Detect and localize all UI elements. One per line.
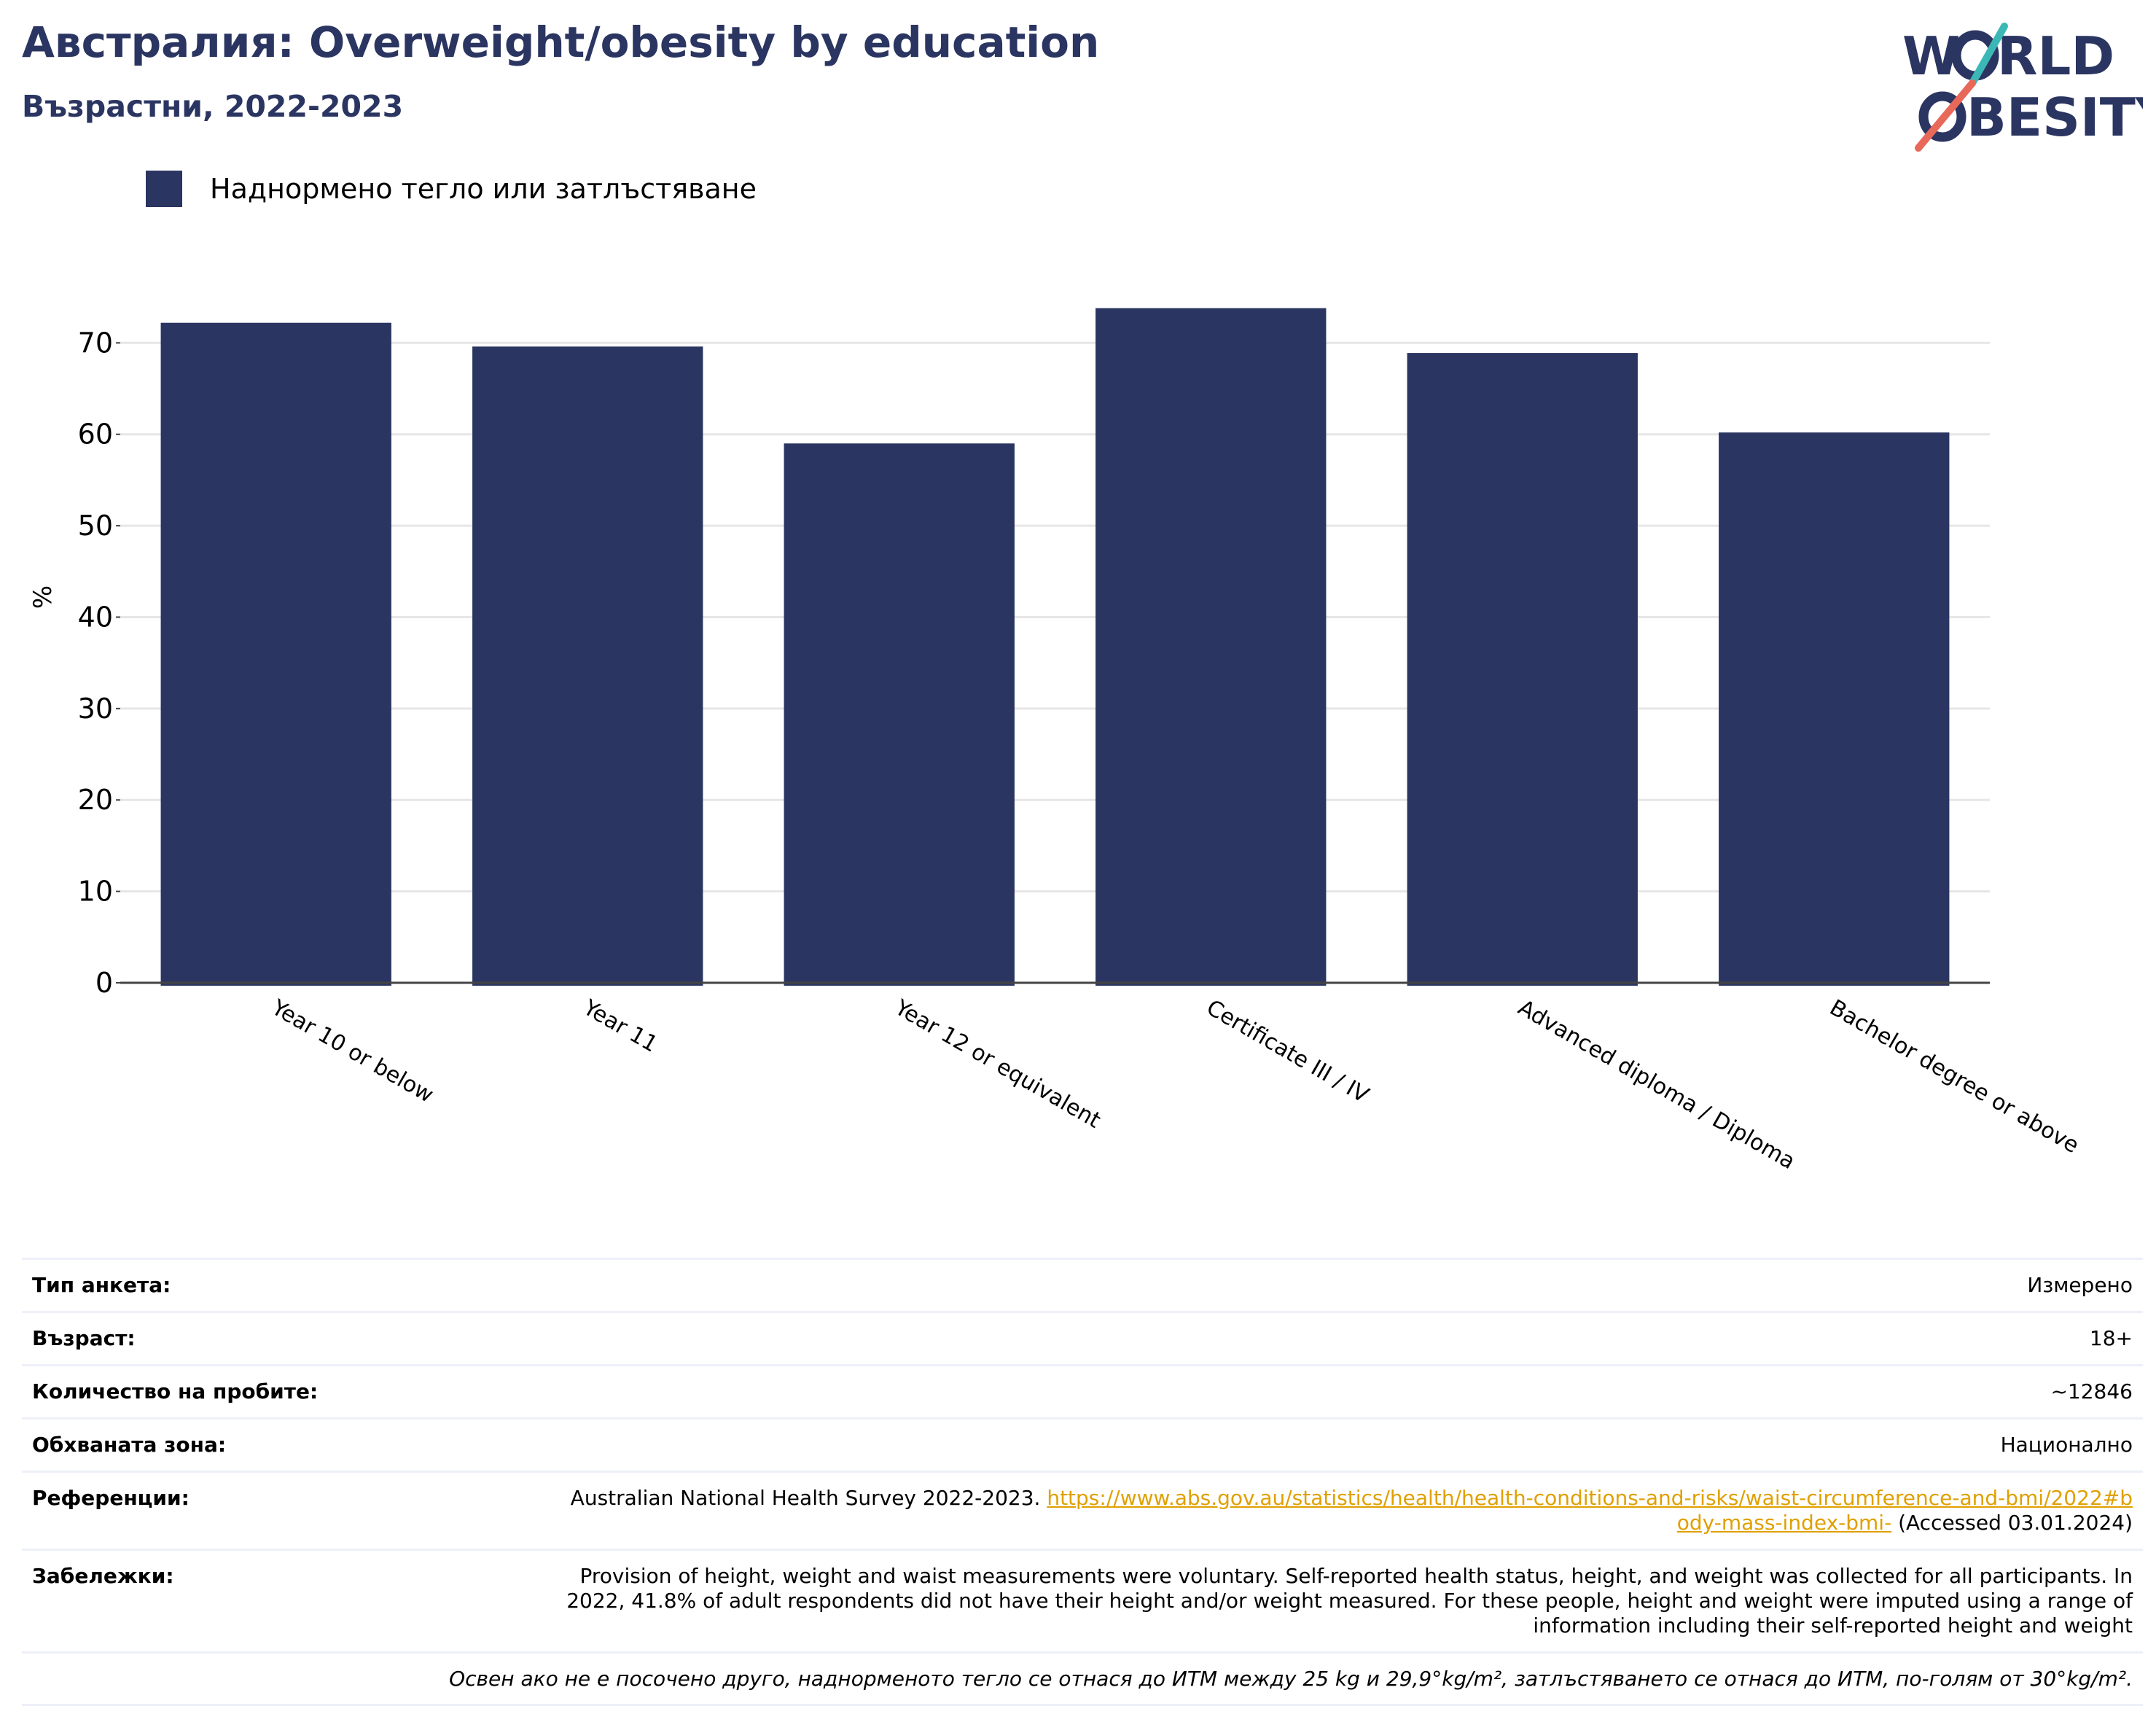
reference-accessed: (Accessed 03.01.2024) — [1898, 1511, 2133, 1535]
logo-slash-teal — [1969, 23, 2008, 87]
logo-o-ring-2 — [1918, 91, 1966, 142]
meta-label: Забележки: — [32, 1564, 174, 1588]
logo-slash-coral — [1915, 79, 1976, 152]
y-tick-label: 40 — [78, 601, 113, 633]
meta-label: Тип анкета: — [32, 1273, 171, 1297]
y-tick-label: 30 — [78, 693, 113, 725]
meta-value: Национално — [2000, 1433, 2133, 1457]
x-tick-label: Year 10 or below — [267, 994, 438, 1108]
meta-value: Australian National Health Survey 2022-2… — [566, 1486, 2133, 1535]
meta-value: ~12846 — [2050, 1379, 2133, 1403]
meta-row-footnote: Освен ако не е посочено друго, наднормен… — [22, 1651, 2143, 1706]
y-tick-label: 60 — [78, 418, 113, 451]
chart-legend: Наднормено тегло или затлъстяване — [146, 171, 757, 207]
metadata-table: Тип анкета: Измерено Възраст: 18+ Количе… — [22, 1258, 2143, 1706]
meta-value: 18+ — [2089, 1326, 2133, 1350]
y-axis-label: % — [28, 585, 58, 609]
logo-text-besity: BESITY — [1966, 87, 2143, 148]
bar-chart: 0 10 20 30 40 50 60 70% Year 10 or below Year 11 Y… — [28, 308, 2083, 1175]
meta-row-sample-size: Количество на пробите: ~12846 — [22, 1364, 2143, 1417]
meta-label: Обхваната зона: — [32, 1433, 227, 1457]
meta-row-age: Възраст: 18+ — [22, 1311, 2143, 1364]
y-tick-label: 10 — [78, 876, 113, 908]
meta-label: Възраст: — [32, 1326, 136, 1350]
x-tick-label: Year 12 or equivalent — [890, 994, 1105, 1134]
reference-text: Australian National Health Survey 2022-2… — [570, 1486, 1041, 1510]
x-tick-label: Year 11 — [578, 994, 662, 1057]
bar — [1095, 308, 1327, 986]
x-tick-label: Bachelor degree or above — [1825, 995, 2083, 1159]
meta-label: Количество на пробите: — [32, 1379, 319, 1403]
y-tick-label: 50 — [78, 510, 113, 542]
legend-label: Наднормено тегло или затлъстяване — [210, 173, 757, 205]
bar — [784, 443, 1015, 986]
world-obesity-logo: W RLD BESITY — [1902, 23, 2143, 152]
logo-text-w: W — [1902, 26, 1960, 87]
y-tick-label: 20 — [78, 784, 113, 816]
meta-value: Provision of height, weight and waist me… — [566, 1564, 2133, 1638]
x-tick-label: Advanced diploma / Diploma — [1514, 995, 1800, 1175]
y-tick-label: 0 — [95, 967, 113, 999]
bar — [1719, 432, 1950, 986]
bar — [160, 322, 391, 986]
reference-link[interactable]: https://www.abs.gov.au/statistics/health… — [1047, 1486, 2133, 1535]
footnote: Освен ако не е посочено друго, наднормен… — [449, 1667, 2133, 1691]
y-tick-label: 70 — [78, 327, 113, 359]
logo-text-rld: RLD — [1997, 26, 2114, 87]
meta-row-survey-type: Тип анкета: Измерено — [22, 1258, 2143, 1311]
chart-title: Австралия: Overweight/obesity by educati… — [22, 17, 1100, 67]
meta-label: Референции: — [32, 1486, 190, 1510]
meta-row-references: Референции: Australian National Health S… — [22, 1471, 2143, 1549]
bar — [472, 346, 703, 986]
chart-subtitle: Възрастни, 2022-2023 — [22, 89, 404, 124]
legend-swatch — [146, 171, 182, 207]
meta-value: Измерено — [2027, 1273, 2133, 1297]
x-tick-label: Certificate III / IV — [1202, 995, 1373, 1109]
meta-row-coverage: Обхваната зона: Национално — [22, 1417, 2143, 1471]
meta-row-notes: Забележки: Provision of height, weight a… — [22, 1549, 2143, 1651]
bar — [1407, 353, 1638, 986]
